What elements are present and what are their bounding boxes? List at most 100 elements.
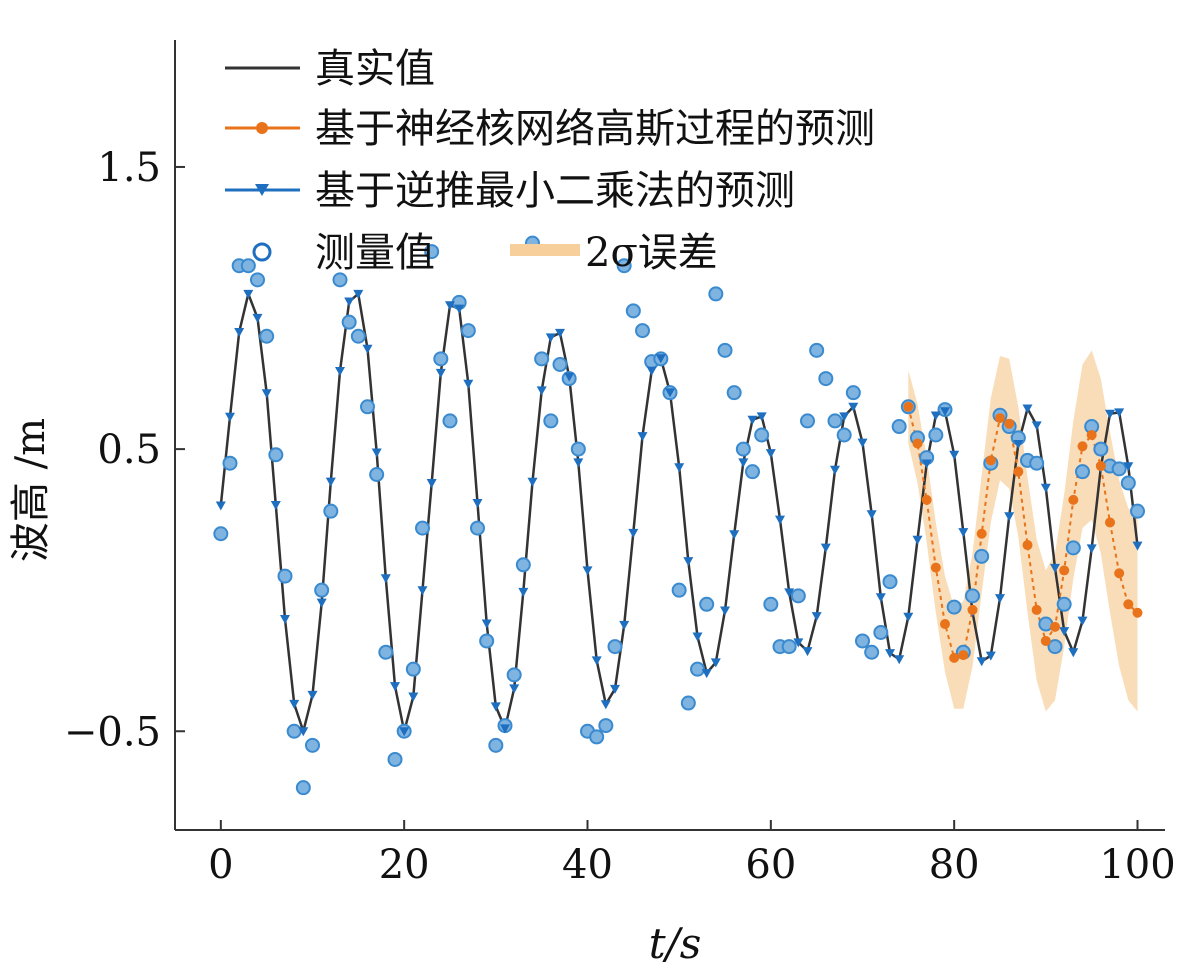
measured-point (405, 661, 421, 677)
rls-prediction-point (591, 656, 602, 666)
measured-point (598, 718, 614, 734)
rls-prediction-point (582, 566, 593, 576)
measured-point (946, 599, 962, 615)
rls-prediction-point (701, 669, 712, 679)
measured-point (570, 441, 586, 457)
rls-prediction-point (426, 479, 437, 488)
measured-point (809, 342, 825, 358)
rls-prediction-point (481, 619, 492, 629)
x-tick-label: 20 (379, 842, 430, 888)
rls-prediction-point (619, 620, 630, 630)
measured-point (378, 644, 394, 660)
measured-point (882, 574, 898, 590)
rls-prediction-point (1059, 627, 1070, 637)
legend-label-measured: 测量值 (315, 230, 435, 276)
rls-prediction-point (949, 450, 960, 460)
measured-point (589, 729, 605, 745)
measured-point (259, 328, 275, 344)
rls-prediction-point (903, 612, 914, 622)
measured-point (1056, 596, 1072, 612)
nkgp-prediction-point (1059, 565, 1070, 576)
x-tick-label: 40 (562, 842, 613, 888)
rls-prediction-point (710, 658, 721, 668)
measured-point (387, 751, 403, 767)
rls-prediction-point (555, 328, 565, 338)
measured-point (213, 526, 229, 542)
rls-prediction-point (261, 389, 272, 399)
measured-point (735, 441, 751, 457)
rls-prediction-point (1105, 409, 1115, 419)
measured-point (790, 588, 806, 604)
legend-label-rls: 基于逆推最小二乘法的预测 (315, 168, 795, 214)
measured-point (800, 413, 815, 429)
measured-point (763, 596, 779, 612)
measured-point (369, 467, 385, 482)
rls-prediction-point (665, 388, 675, 398)
rls-prediction-point (1077, 616, 1088, 626)
rls-prediction-point (894, 655, 905, 665)
rls-prediction-point (600, 700, 611, 710)
rls-prediction-point (765, 449, 776, 459)
x-tick-label: 0 (208, 842, 233, 888)
uncertainty-band-layer (908, 350, 1138, 712)
legend-label-nkgp: 基于神经核网络高斯过程的预测 (315, 106, 875, 152)
rls-prediction-point (1022, 404, 1033, 414)
nkgp-prediction-point (995, 413, 1005, 424)
rls-prediction-point (1132, 541, 1143, 551)
measured-point (295, 780, 311, 796)
rls-prediction-point (756, 412, 767, 422)
measured-point (864, 644, 880, 660)
rls-prediction-point (289, 699, 300, 709)
measured-point (323, 503, 339, 519)
measured-point (635, 323, 650, 339)
rls-prediction-point (490, 702, 501, 712)
measured-point (726, 385, 742, 401)
x-tick-label: 100 (1099, 842, 1175, 888)
rls-prediction-point (243, 289, 254, 299)
measured-point (671, 582, 687, 598)
rls-prediction-point (527, 477, 538, 487)
measured-point (433, 351, 449, 367)
y-tick-label: −0.5 (64, 709, 161, 755)
measured-point (1111, 461, 1127, 477)
nkgp-prediction-point (1031, 604, 1042, 615)
measured-point (891, 419, 907, 435)
rls-prediction-point (729, 530, 740, 540)
rls-prediction-point (215, 501, 226, 511)
rls-prediction-point (298, 727, 309, 737)
rls-prediction-point (380, 574, 391, 584)
rls-prediction-point (353, 289, 364, 299)
rls-prediction-point (655, 354, 666, 364)
rls-prediction-point (307, 690, 318, 700)
measured-point (855, 633, 870, 649)
rls-prediction-point (646, 366, 657, 376)
rls-prediction-point (802, 647, 813, 657)
axes (174, 40, 1165, 831)
rls-prediction-point (234, 328, 245, 337)
rls-prediction-point (399, 727, 410, 737)
measured-point (607, 639, 623, 655)
rls-prediction-point (536, 386, 547, 396)
rls-prediction-point (811, 612, 822, 622)
measured-point (1029, 455, 1045, 471)
measured-point (873, 625, 889, 640)
rls-prediction-point (280, 615, 290, 624)
rls-prediction-point (435, 368, 446, 378)
rls-prediction-point (866, 510, 877, 520)
rls-prediction-point (857, 438, 868, 448)
rls-prediction-point (1031, 421, 1042, 431)
measured-point (625, 303, 641, 319)
y-tick-label: 1.5 (97, 145, 161, 191)
measured-point (699, 596, 715, 612)
rls-prediction-point (958, 528, 969, 538)
measured-point (781, 639, 797, 655)
rls-prediction-point (885, 649, 895, 659)
measured-point (424, 244, 440, 260)
rls-prediction-point (610, 684, 620, 694)
rls-prediction-point (573, 458, 584, 468)
rls-prediction-point (270, 501, 281, 510)
rls-prediction-point (1123, 462, 1134, 472)
nkgp-prediction-point (1105, 517, 1115, 528)
rls-prediction-point (472, 499, 483, 508)
